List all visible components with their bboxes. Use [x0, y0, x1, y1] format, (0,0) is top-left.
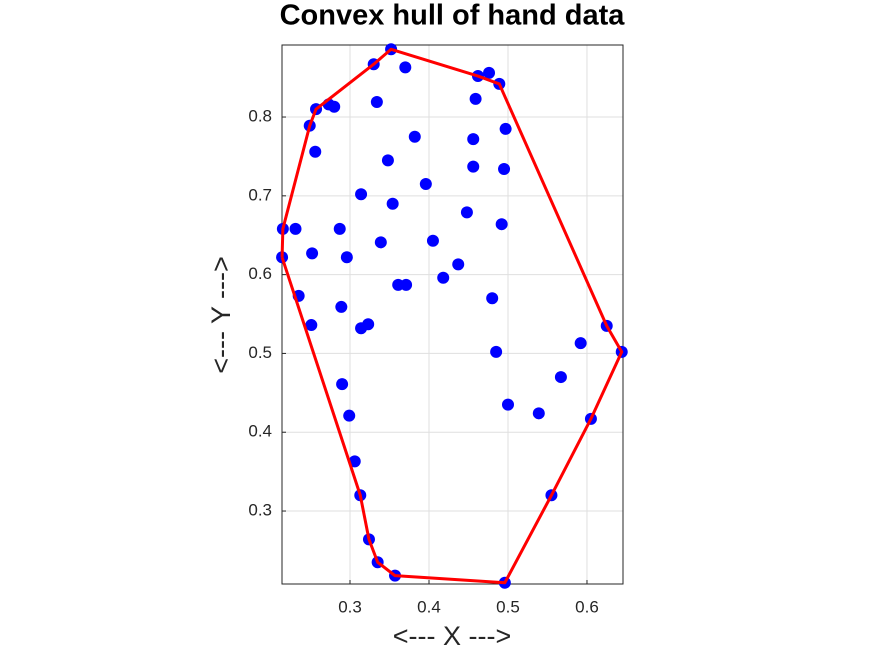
- point: [305, 319, 318, 332]
- axes-box: [281, 44, 624, 585]
- point: [460, 206, 473, 219]
- point: [499, 122, 512, 135]
- point: [495, 218, 508, 231]
- point: [452, 258, 465, 271]
- x-axis-label: <--- X --->: [393, 621, 512, 651]
- x-tick-label: 0.5: [496, 597, 520, 616]
- y-tick-label: 0.7: [248, 185, 272, 204]
- point: [469, 92, 482, 105]
- point: [574, 337, 587, 350]
- point: [306, 247, 319, 260]
- x-tick-label: 0.6: [575, 597, 599, 616]
- chart-title: Convex hull of hand data: [280, 0, 626, 32]
- plot-area: [282, 45, 623, 584]
- point: [419, 178, 432, 191]
- point: [343, 409, 356, 422]
- point: [381, 154, 394, 167]
- point: [362, 318, 375, 331]
- y-tick-label: 0.5: [248, 343, 272, 362]
- point: [400, 278, 413, 291]
- point: [532, 407, 545, 420]
- point: [370, 96, 383, 109]
- point: [498, 163, 511, 176]
- point: [333, 222, 346, 235]
- point: [554, 371, 567, 384]
- point: [336, 378, 349, 391]
- point: [374, 236, 387, 249]
- point: [408, 130, 421, 143]
- point: [426, 234, 439, 247]
- point: [386, 197, 399, 210]
- hull-line: [280, 47, 624, 585]
- y-tick-label: 0.8: [248, 107, 272, 126]
- point: [340, 251, 353, 264]
- point: [355, 188, 368, 201]
- point: [501, 398, 514, 411]
- point: [289, 222, 302, 235]
- point: [483, 66, 496, 79]
- point: [467, 133, 480, 146]
- y-axis-label: <--- Y --->: [206, 256, 236, 374]
- point: [467, 160, 480, 173]
- point: [399, 61, 412, 74]
- point: [486, 292, 499, 305]
- point: [348, 455, 361, 468]
- y-tick-label: 0.3: [248, 501, 272, 520]
- x-tick-label: 0.4: [417, 597, 441, 616]
- point: [309, 145, 322, 158]
- y-tick-label: 0.6: [248, 264, 272, 283]
- point: [490, 345, 503, 358]
- point: [328, 100, 341, 113]
- point: [437, 271, 450, 284]
- x-tick-label: 0.3: [338, 597, 362, 616]
- point: [335, 300, 348, 313]
- y-tick-label: 0.4: [248, 422, 272, 441]
